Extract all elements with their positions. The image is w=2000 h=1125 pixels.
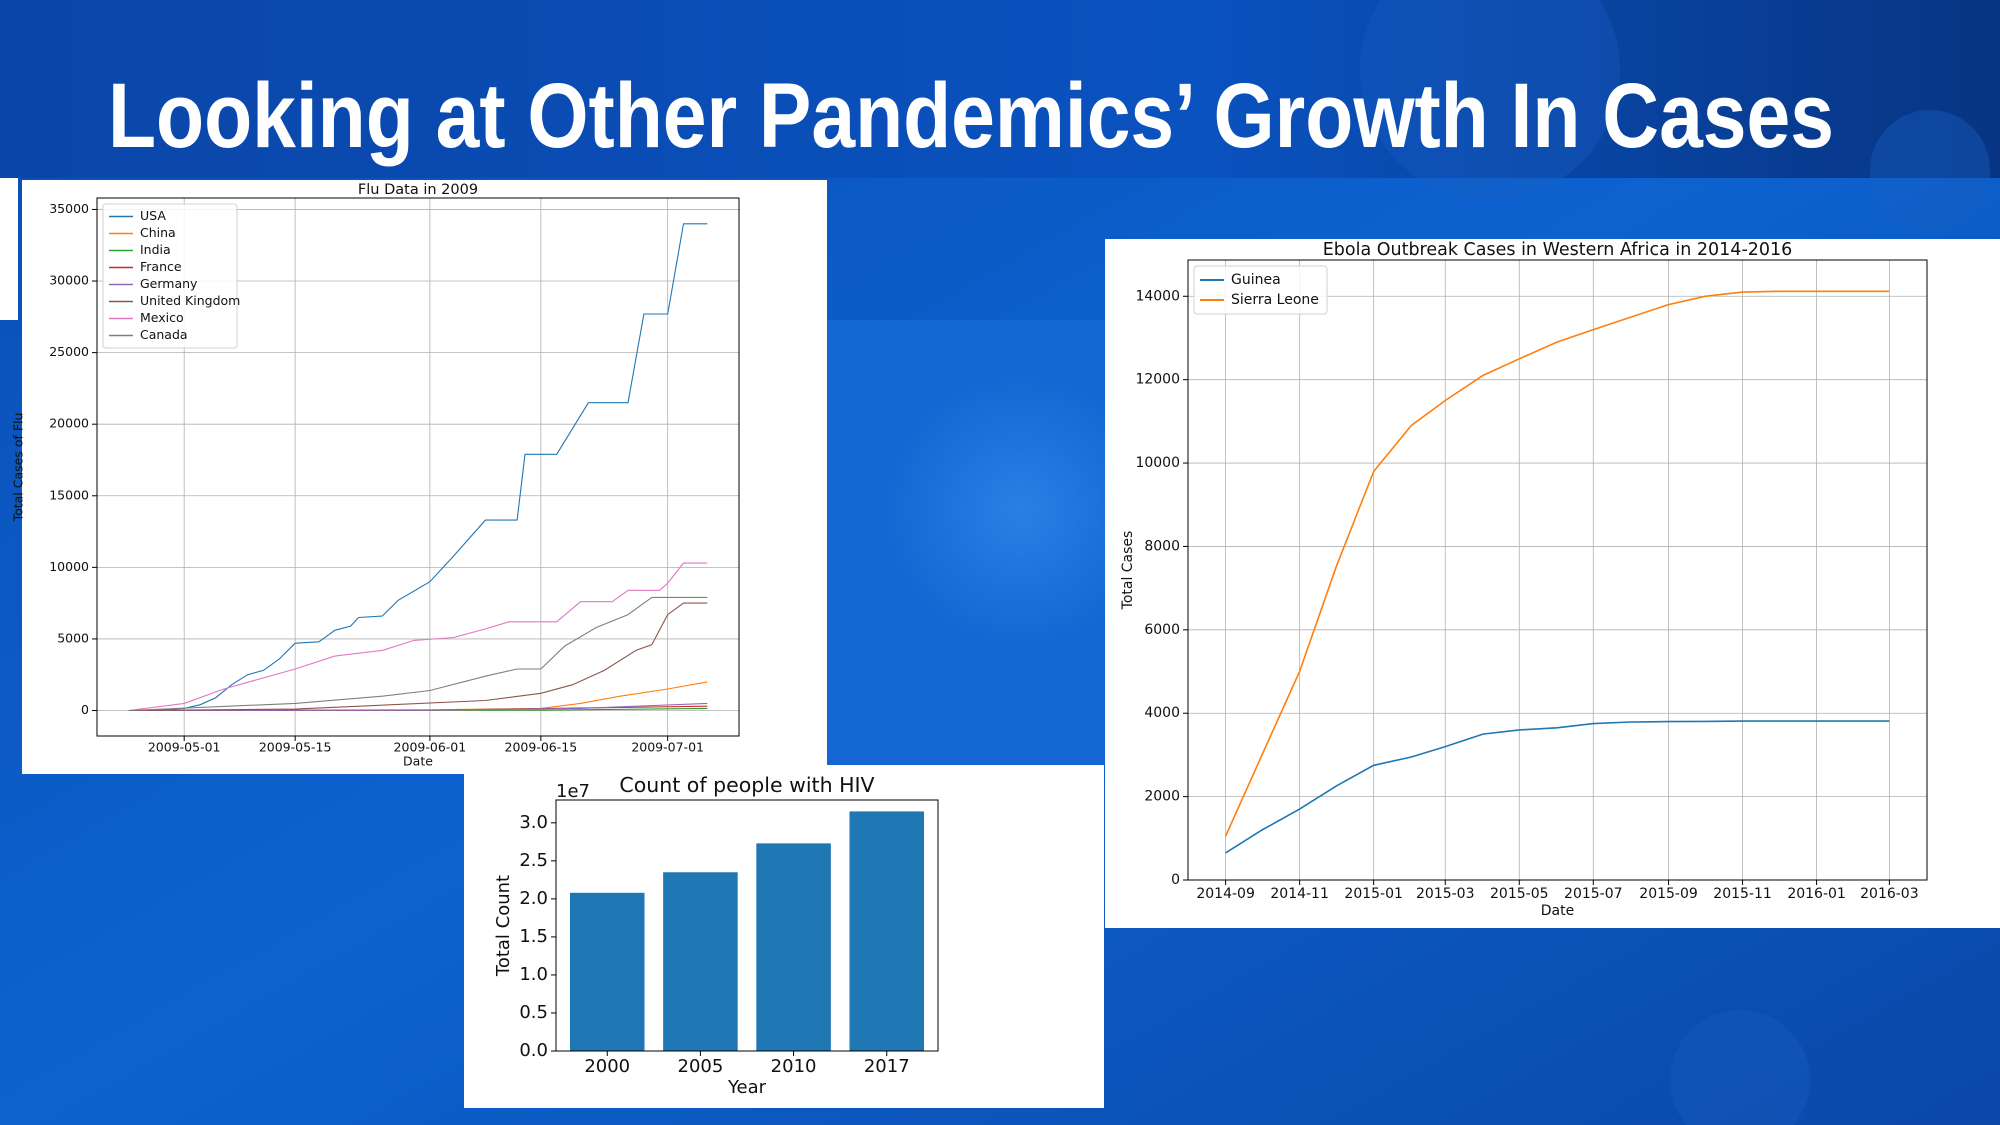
decoration — [0, 178, 18, 320]
x-tick-label: 2017 — [864, 1056, 910, 1077]
decoration — [1870, 110, 1990, 230]
series-line — [1224, 290, 1890, 837]
y-tick-label: 3.0 — [519, 812, 548, 833]
y-tick-label: 20000 — [49, 416, 89, 431]
x-tick-label: 2009-06-01 — [394, 740, 467, 755]
decoration — [1670, 1010, 1810, 1125]
y-tick-label: 8000 — [1144, 538, 1180, 554]
x-tick-label: 2015-01 — [1344, 886, 1403, 902]
x-axis-label: Date — [1541, 903, 1574, 919]
title-band — [0, 0, 2000, 178]
legend-label: India — [140, 242, 171, 257]
legend-label: Germany — [140, 276, 198, 291]
legend-label: France — [140, 259, 182, 274]
y-tick-label: 10000 — [49, 559, 89, 574]
y-tick-label: 2.5 — [519, 850, 548, 871]
legend-box — [102, 203, 238, 349]
chart-title: Ebola Outbreak Cases in Western Africa i… — [1323, 240, 1793, 260]
y-tick-label: 2.0 — [519, 888, 548, 909]
x-tick-label: 2010 — [771, 1056, 817, 1077]
y-tick-label: 0 — [81, 702, 89, 717]
x-tick-label: 2015-03 — [1416, 886, 1475, 902]
x-axis-label: Date — [403, 754, 433, 769]
chart-title: Flu Data in 2009 — [358, 182, 478, 198]
legend-label: China — [140, 225, 176, 240]
decoration — [880, 370, 1160, 650]
x-axis-label: Year — [727, 1077, 767, 1098]
y-tick-label: 14000 — [1135, 288, 1180, 304]
y-offset-label: 1e7 — [556, 781, 590, 802]
x-tick-label: 2009-06-15 — [505, 740, 578, 755]
y-axis-label: Total Cases of Flu — [11, 413, 26, 523]
x-tick-label: 2015-11 — [1713, 886, 1772, 902]
x-tick-label: 2014-09 — [1196, 886, 1255, 902]
slide-title: Looking at Other Pandemics’ Growth In Ca… — [108, 65, 1834, 167]
bar — [569, 892, 645, 1051]
legend: Guinea Sierra Leone — [1193, 265, 1328, 315]
legend-label: Canada — [140, 327, 188, 342]
plot-frame — [555, 799, 939, 1052]
legend-label: United Kingdom — [140, 293, 240, 308]
series-line — [128, 223, 708, 712]
series-line — [128, 596, 708, 712]
chart: Flu Data in 2009 0 5000 10000 15000 20000 2500… — [11, 180, 827, 774]
bar — [756, 843, 831, 1051]
x-tick-label: 2009-05-15 — [259, 740, 332, 755]
x-tick-label: 2015-09 — [1639, 886, 1698, 902]
x-tick-label: 2016-03 — [1860, 886, 1919, 902]
chart-title: Count of people with HIV — [619, 773, 874, 797]
series-line — [128, 602, 708, 712]
x-tick-label: 2009-07-01 — [631, 740, 704, 755]
y-tick-label: 30000 — [49, 273, 89, 288]
y-tick-label: 35000 — [49, 201, 89, 216]
legend: USA China India France Germany United Kingdom… — [102, 203, 240, 349]
y-axis-label: Total Cases — [1120, 531, 1136, 611]
y-tick-label: 0.5 — [519, 1002, 548, 1023]
y-tick-label: 1.0 — [519, 964, 548, 985]
legend-label: USA — [140, 208, 166, 223]
y-tick-label: 0.0 — [519, 1040, 548, 1061]
x-tick-label: 2009-05-01 — [148, 740, 221, 755]
y-axis-label: Total Count — [493, 875, 514, 977]
x-tick-label: 2014-11 — [1270, 886, 1329, 902]
y-tick-label: 10000 — [1135, 455, 1180, 471]
x-tick-label: 2000 — [584, 1056, 630, 1077]
plot-frame — [1187, 259, 1928, 881]
series-line — [128, 702, 708, 712]
bar — [849, 811, 925, 1051]
chart-background — [1105, 239, 2000, 928]
x-tick-label: 2005 — [678, 1056, 724, 1077]
chart: Ebola Outbreak Cases in Western Africa i… — [1105, 239, 2000, 928]
x-tick-label: 2015-05 — [1490, 886, 1549, 902]
y-tick-label: 15000 — [49, 487, 89, 502]
legend-box — [1193, 265, 1328, 315]
x-tick-label: 2015-07 — [1564, 886, 1623, 902]
y-tick-label: 12000 — [1135, 372, 1180, 388]
y-tick-label: 5000 — [57, 630, 89, 645]
plot-frame — [96, 197, 740, 737]
legend-label: Sierra Leone — [1231, 292, 1319, 308]
y-tick-label: 25000 — [49, 344, 89, 359]
y-tick-label: 1.5 — [519, 926, 548, 947]
series-line — [1225, 720, 1890, 854]
x-tick-label: 2016-01 — [1787, 886, 1846, 902]
series-line — [128, 562, 708, 712]
bar — [663, 872, 738, 1051]
chart: Count of people with HIV 0.0 0.5 1.0 1.5 2.0 2… — [464, 765, 1104, 1108]
y-tick-label: 6000 — [1144, 622, 1180, 638]
y-tick-label: 0 — [1171, 872, 1180, 888]
legend-label: Guinea — [1231, 272, 1281, 288]
y-tick-label: 2000 — [1144, 789, 1180, 805]
decoration — [1360, 0, 1620, 200]
legend-label: Mexico — [140, 310, 184, 325]
y-tick-label: 4000 — [1144, 705, 1180, 721]
